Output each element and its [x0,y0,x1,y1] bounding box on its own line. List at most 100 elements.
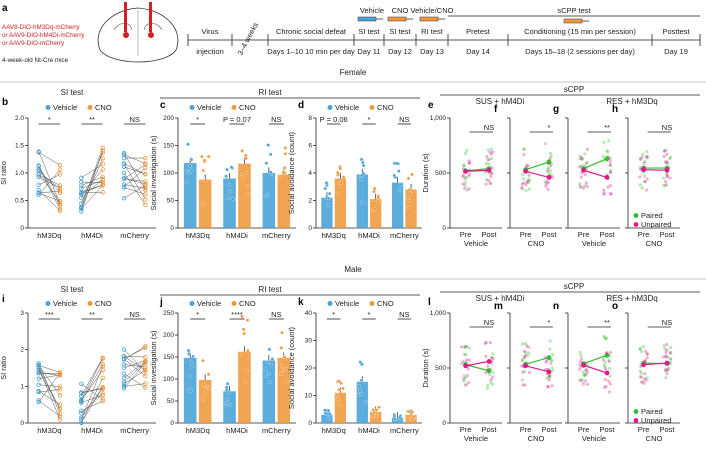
cno-point [100,355,105,360]
subject-point [580,379,584,383]
significance-label: NS [271,115,281,124]
x-tick-post: Post [481,230,497,239]
subject-point [521,383,525,387]
female-ri-test-title: RI test [258,88,282,97]
legend-marker-cno [87,105,93,110]
subject-point [543,142,548,146]
data-point [184,180,189,184]
subject-line [123,347,146,360]
legend-marker-cno [369,105,375,110]
subject-point [645,351,649,356]
subject-point [669,357,673,361]
subject-point [608,170,612,174]
subject-point [665,348,669,352]
data-point [227,183,232,187]
y-axis-label: Social avoidance (count) [287,326,296,409]
data-point [201,397,206,402]
mean-point-unpaired [546,175,552,180]
subject-point [486,367,490,372]
vehicle-point [36,389,41,395]
y-tick-label: 500 [435,365,446,372]
subject-point [526,345,531,349]
cno-point [100,183,105,188]
data-point [372,189,376,194]
x-category-label: hM4Di [226,231,248,240]
subject-point [578,184,582,188]
subject-point [608,183,612,188]
subject-point [643,377,647,381]
subject-point [662,183,666,188]
subject-line [38,372,61,374]
subject-line [38,367,61,420]
subject-point [548,151,553,156]
subject-line [81,369,103,401]
mean-point-paired [546,159,552,165]
data-point [279,346,284,350]
subject-line [38,152,61,166]
panel-letter-f: f [494,104,498,115]
subject-point [663,149,667,153]
subject-point [580,156,584,161]
data-point [406,176,411,181]
subject-point [602,385,607,390]
plots-layer: b00.51.01.52.0SI ratiohM3Dq*hM4Di**mCher… [0,97,680,443]
data-point [410,172,414,177]
subject-point [523,383,527,387]
subject-point [607,366,612,371]
subject-point [665,173,669,177]
subject-point [609,192,613,196]
legend-marker-vehicle [45,105,51,110]
data-point [239,353,244,357]
y-tick-label: 50 [167,398,175,405]
subject-point [520,182,524,186]
mean-point-unpaired [664,167,670,173]
x-tick-pre: Pre [578,230,590,239]
significance-label: NS [662,123,672,132]
y-axis-label: Duration (s) [421,153,430,193]
subject-point [579,164,583,168]
male-section-label: Male [344,265,362,274]
mean-point-paired [546,355,552,360]
x-category-label: hM4Di [358,231,380,240]
subject-point [643,372,647,376]
subject-point [549,361,553,365]
subject-point [460,345,464,349]
x-category-label: hM4Di [81,231,103,240]
subject-line [38,174,61,202]
mean-line-unpaired [465,360,490,367]
subject-point [489,174,493,179]
subject-line [38,189,61,211]
subject-point [609,192,613,196]
subject-point [489,182,493,186]
subject-point [464,175,468,180]
vehicle-cno-label: Vehicle/CNO [411,6,454,15]
data-point [206,386,211,391]
subject-point [663,347,667,351]
vehicle-point [36,149,41,154]
cno-point [143,381,148,386]
subject-line [81,357,103,397]
subject-point [607,390,611,394]
vehicle-point [36,382,41,387]
y-tick-label: 100 [163,170,174,177]
y-tick-label: 1.5 [15,143,24,150]
legend-label-unpaired: Unpaired [641,220,671,229]
data-point [280,330,284,335]
cno-point [100,367,105,373]
subject-point [463,345,467,350]
conditioning-label: Conditioning (15 min per session) [524,27,636,36]
x-category-label: mCherry [120,426,149,435]
subject-point [491,375,495,379]
cno-point [143,385,148,390]
mice-label: 4-week-old Nt-Cre mice [2,57,69,64]
legend-label-cno: CNO [95,299,112,308]
subject-point [668,360,673,365]
subject-point [665,372,669,376]
y-tick-label: 1.0 [15,170,24,177]
vehicle-point [36,163,41,168]
subject-line [123,364,146,368]
subject-point [543,180,547,184]
subject-point [578,154,583,158]
vehicle-point [36,192,41,198]
subject-line [123,373,146,388]
